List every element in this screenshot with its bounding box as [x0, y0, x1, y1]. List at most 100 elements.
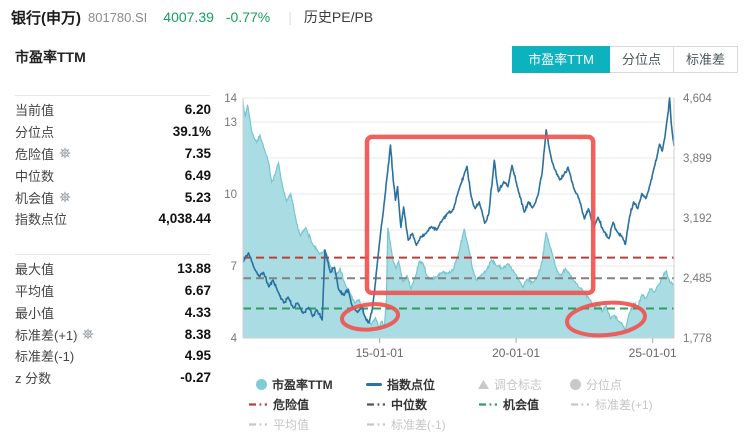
stat-value: 4.95 — [184, 348, 211, 364]
series-circle-icon — [256, 378, 267, 390]
security-name: 银行(申万) — [11, 9, 81, 27]
legend-item-0-1[interactable]: 指数点位 — [366, 374, 435, 394]
legend-item-1-0[interactable]: 危险值 — [248, 394, 309, 414]
annotation-ellipse — [339, 302, 401, 332]
gear-icon[interactable] — [59, 191, 71, 203]
svg-text:3,192: 3,192 — [683, 213, 712, 225]
legend-label: 指数点位 — [387, 377, 436, 392]
page-title: 市盈率TTM — [15, 49, 86, 65]
stat-label: 标准差(+1) — [15, 325, 94, 344]
svg-text:15-01-01: 15-01-01 — [356, 346, 404, 360]
legend-label: 市盈率TTM — [272, 377, 333, 392]
stat-value: 6.67 — [184, 282, 211, 298]
dash-dot-line-icon — [366, 422, 386, 427]
legend-label: 标准差(-1) — [391, 417, 446, 432]
stat-label: z 分数 — [15, 371, 52, 387]
stat-label: 当前值 — [15, 103, 55, 119]
legend-label: 机会值 — [503, 397, 540, 412]
stats-group-current: 当前值 6.20 分位点 39.1% 危险值 7.35 中位数 6.49 机会值 5.23 指数点位… — [15, 95, 211, 230]
triangle-marker-icon — [478, 379, 489, 389]
stat-label: 中位数 — [15, 168, 55, 184]
security-change: -0.77% — [225, 9, 271, 25]
stat-label: 指数点位 — [15, 212, 68, 228]
stat-value: 5.23 — [184, 189, 211, 205]
security-code: 801780.SI — [88, 9, 148, 25]
stat-row: 最大值 13.88 — [15, 258, 211, 280]
stat-value: 7.35 — [184, 145, 211, 161]
series-line-icon — [366, 382, 382, 386]
svg-text:3,899: 3,899 — [683, 153, 712, 165]
stat-value: 8.38 — [184, 326, 211, 342]
legend-label: 调仓标志 — [494, 377, 543, 392]
legend-item-1-1[interactable]: 中位数 — [366, 394, 427, 414]
stats-panel: 当前值 6.20 分位点 39.1% 危险值 7.35 中位数 6.49 机会值 5.23 指数点位… — [15, 95, 211, 389]
stat-row: 危险值 7.35 — [15, 143, 211, 165]
tab-group: 市盈率TTM 分位点 标准差 — [512, 46, 738, 73]
stat-row: 标准差(-1) 4.95 — [15, 345, 211, 367]
annotation-rect — [364, 134, 596, 296]
stat-row: 指数点位 4,038.44 — [15, 208, 211, 230]
legend-label: 危险值 — [273, 397, 310, 412]
gear-icon[interactable] — [82, 328, 94, 340]
pe-chart-canvas[interactable]: 15-01-01 20-01-01 25-01-01 4 7 10 13 14 1,778 2,4… — [210, 84, 750, 384]
svg-text:4: 4 — [231, 333, 238, 345]
stat-row: 当前值 6.20 — [15, 99, 211, 121]
gear-icon[interactable] — [59, 147, 71, 159]
legend-row: 危险值 中位数 机会值 标准差(+1) — [214, 394, 738, 414]
legend-item-0-2[interactable]: 调仓标志 — [478, 374, 542, 394]
menu-history-pe-pb[interactable]: 历史PE/PB — [303, 9, 374, 25]
stats-group-history: 最大值 13.88 平均值 6.67 最小值 4.33 标准差(+1) 8.38 标准差(-1)… — [15, 253, 211, 389]
header-divider: | — [288, 9, 292, 25]
disabled-circle-icon — [570, 378, 581, 390]
tab-std-dev[interactable]: 标准差 — [673, 46, 738, 73]
tab-pe-ttm[interactable]: 市盈率TTM — [512, 46, 610, 73]
stat-row: 机会值 5.23 — [15, 186, 211, 208]
stat-row: 分位点 39.1% — [15, 121, 211, 143]
legend-item-0-3[interactable]: 分位点 — [570, 374, 622, 394]
stat-label: 最大值 — [15, 262, 55, 278]
legend-row: 市盈率TTM 指数点位 调仓标志 分位点 — [214, 374, 738, 394]
stat-row: 平均值 6.67 — [15, 280, 211, 302]
annotation-layer — [339, 134, 647, 338]
stat-row: 最小值 4.33 — [15, 301, 211, 323]
stat-value: 6.49 — [184, 167, 211, 183]
legend-label: 中位数 — [391, 397, 428, 412]
stat-value: 6.20 — [184, 102, 211, 118]
legend-label: 标准差(+1) — [595, 397, 653, 412]
stat-row: 标准差(+1) 8.38 — [15, 323, 211, 345]
stat-value: -0.27 — [180, 370, 211, 386]
legend-item-2-0[interactable]: 平均值 — [248, 414, 309, 434]
stat-label: 标准差(-1) — [15, 349, 75, 365]
svg-text:7: 7 — [231, 261, 237, 273]
security-price: 4007.39 — [163, 9, 214, 25]
svg-text:1,778: 1,778 — [683, 333, 712, 345]
annotation-ellipse — [565, 300, 647, 338]
svg-text:10: 10 — [224, 189, 237, 201]
stat-value: 4,038.44 — [158, 211, 211, 227]
dash-dot-line-icon — [570, 402, 590, 407]
header-bar: 银行(申万) 801780.SI 4007.39 -0.77% | 历史PE/P… — [0, 0, 750, 34]
dash-dot-line-icon — [248, 402, 268, 407]
legend-item-1-3[interactable]: 标准差(+1) — [570, 394, 653, 414]
stat-label: 平均值 — [15, 283, 55, 299]
legend-item-2-1[interactable]: 标准差(-1) — [366, 414, 446, 434]
chart-legend: 市盈率TTM 指数点位 调仓标志 分位点危险值 中位数 机会值 标准差(+1) 平均值 标准差(… — [214, 374, 738, 434]
svg-text:4,604: 4,604 — [683, 93, 712, 105]
legend-label: 分位点 — [586, 377, 623, 392]
stat-value: 13.88 — [177, 261, 211, 277]
dash-dot-line-icon — [478, 402, 498, 407]
dash-dot-line-icon — [366, 402, 386, 407]
dash-dot-line-icon — [248, 422, 268, 427]
svg-text:25-01-01: 25-01-01 — [629, 346, 677, 360]
legend-item-0-0[interactable]: 市盈率TTM — [256, 374, 333, 394]
tab-percentile[interactable]: 分位点 — [609, 46, 674, 73]
stat-value: 39.1% — [172, 124, 211, 140]
svg-text:13: 13 — [224, 117, 237, 129]
stat-label: 分位点 — [15, 125, 55, 141]
legend-item-1-2[interactable]: 机会值 — [478, 394, 539, 414]
stat-row: z 分数 -0.27 — [15, 367, 211, 389]
stat-value: 4.33 — [184, 304, 211, 320]
legend-row: 平均值 标准差(-1) — [214, 414, 738, 434]
svg-text:2,485: 2,485 — [683, 273, 712, 285]
